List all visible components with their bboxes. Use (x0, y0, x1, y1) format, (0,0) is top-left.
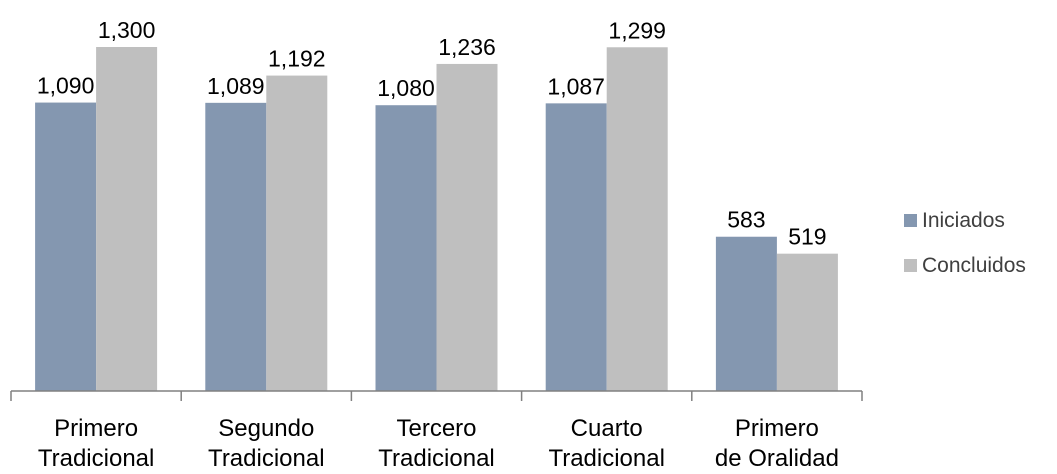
data-label-concluidos-4: 519 (788, 224, 826, 250)
x-tick-label-2-line-0: Tercero (396, 415, 476, 442)
data-label-concluidos-2: 1,236 (438, 34, 496, 60)
legend-swatch-iniciados (904, 214, 917, 227)
data-label-concluidos-3: 1,299 (608, 17, 666, 43)
data-label-iniciados-4: 583 (727, 207, 765, 233)
x-tick-label-4-line-1: de Oralidad (715, 445, 839, 472)
bar-concluidos-3 (606, 47, 668, 391)
x-tick-label-0-line-1: Tradicional (38, 445, 155, 472)
legend-label-iniciados: Iniciados (922, 209, 1005, 232)
bar-concluidos-1 (266, 75, 328, 391)
x-tick-label-3-line-0: Cuarto (571, 415, 643, 442)
data-label-concluidos-1: 1,192 (268, 46, 326, 72)
x-tick-label-0-line-0: Primero (54, 415, 138, 442)
x-tick-label-4-line-0: Primero (735, 415, 819, 442)
bar-iniciados-2 (375, 105, 437, 391)
x-tick-label-2-line-1: Tradicional (378, 445, 495, 472)
bar-iniciados-1 (205, 102, 267, 391)
bar-iniciados-4 (715, 236, 777, 391)
data-label-iniciados-3: 1,087 (547, 73, 605, 99)
x-tick-label-3-line-1: Tradicional (548, 445, 665, 472)
x-tick-label-1-line-0: Segundo (218, 415, 314, 442)
legend-swatch-concluidos (904, 259, 917, 272)
data-label-concluidos-0: 1,300 (98, 17, 156, 43)
legend-label-concluidos: Concluidos (922, 254, 1026, 277)
data-label-iniciados-0: 1,090 (37, 73, 95, 99)
data-label-iniciados-2: 1,080 (377, 75, 435, 101)
bar-concluidos-0 (96, 47, 158, 391)
bar-iniciados-3 (545, 103, 607, 392)
bar-iniciados-0 (35, 102, 97, 392)
data-label-iniciados-1: 1,089 (207, 73, 265, 99)
bar-concluidos-4 (776, 253, 838, 391)
x-tick-label-1-line-1: Tradicional (208, 445, 325, 472)
bar-concluidos-2 (436, 63, 498, 391)
